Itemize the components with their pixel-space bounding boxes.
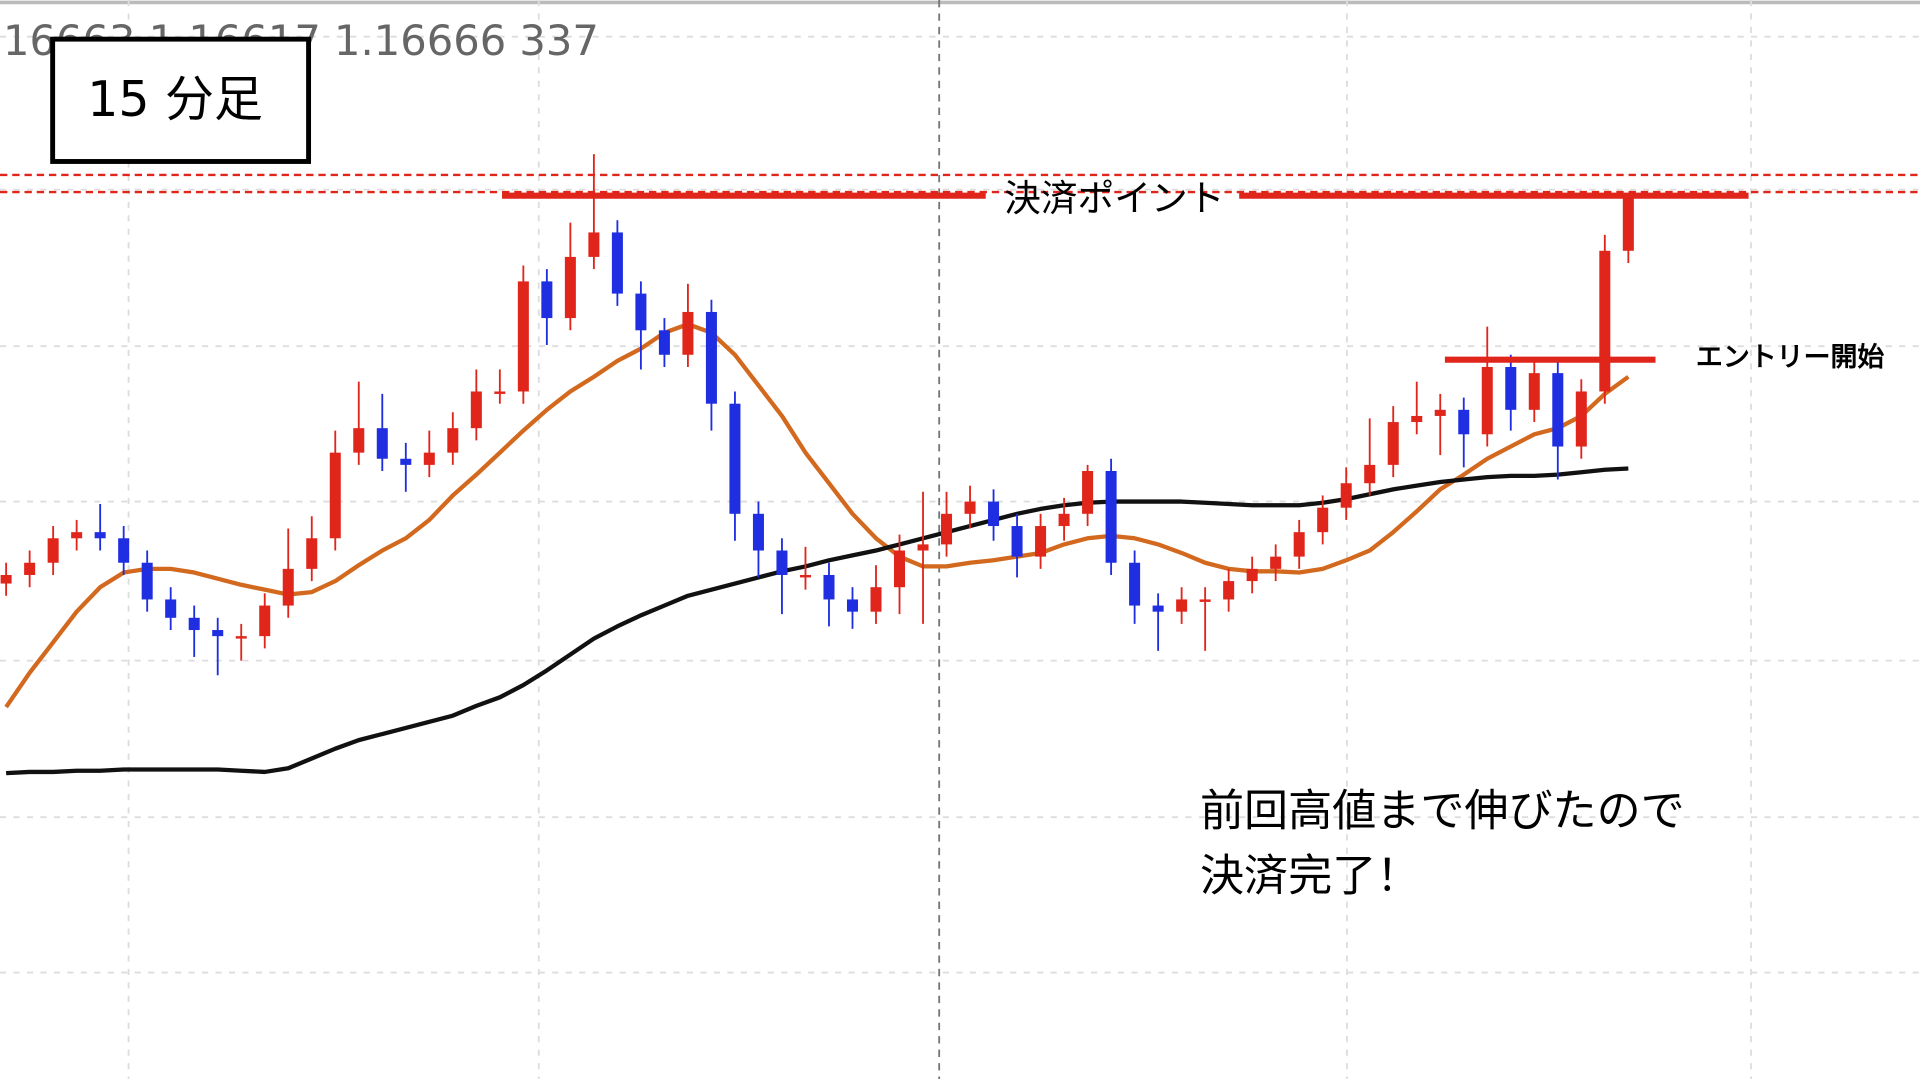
candle-body bbox=[188, 617, 200, 631]
candle-body bbox=[118, 538, 130, 563]
candle-body bbox=[1575, 391, 1587, 447]
candle-body bbox=[47, 538, 59, 563]
candle-body bbox=[1035, 526, 1047, 557]
grid bbox=[0, 35, 1920, 974]
candle-body bbox=[752, 513, 764, 551]
candle-body bbox=[1364, 464, 1376, 484]
candle-body bbox=[1317, 507, 1329, 533]
candle-body bbox=[1599, 250, 1611, 392]
candle-body bbox=[1082, 470, 1094, 514]
candle-body bbox=[894, 550, 906, 588]
moving-average bbox=[4, 322, 1630, 709]
exit-label: 決済ポイント bbox=[1004, 177, 1224, 220]
candle-body bbox=[470, 391, 482, 429]
candle-body bbox=[941, 513, 953, 545]
candle-body bbox=[447, 428, 459, 453]
candle-body bbox=[1246, 568, 1258, 582]
candle-body bbox=[517, 281, 529, 392]
candle-body bbox=[564, 256, 576, 319]
candle-body bbox=[376, 428, 388, 459]
candle-body bbox=[494, 391, 506, 394]
candle-body bbox=[1270, 556, 1282, 569]
candle-body bbox=[1458, 409, 1470, 435]
candle-body bbox=[282, 568, 294, 606]
candle-body bbox=[964, 501, 976, 514]
candle-body bbox=[870, 587, 882, 612]
candle-body bbox=[165, 599, 177, 618]
candle-body bbox=[141, 562, 153, 600]
candle-body bbox=[635, 293, 647, 331]
candle-body bbox=[799, 574, 811, 578]
candle-body bbox=[329, 452, 341, 539]
candle-body bbox=[541, 281, 553, 319]
candle-body bbox=[1481, 367, 1493, 435]
candle-body bbox=[400, 458, 412, 465]
candle-body bbox=[1293, 532, 1305, 557]
timeframe-label: 15 分足 bbox=[87, 71, 263, 128]
candle-body bbox=[1387, 422, 1399, 465]
candle-body bbox=[1129, 562, 1141, 606]
candle-body bbox=[1199, 599, 1211, 602]
candle-body bbox=[306, 538, 318, 569]
timeframe-box bbox=[50, 36, 312, 164]
candle-body bbox=[917, 544, 929, 551]
candle-body bbox=[1340, 483, 1352, 508]
candle-body bbox=[846, 599, 858, 612]
candle-body bbox=[71, 532, 83, 539]
candle-body bbox=[1552, 373, 1564, 447]
note-line: 決済完了！ bbox=[1200, 850, 1420, 901]
candle-body bbox=[212, 630, 224, 637]
candle-body bbox=[611, 232, 623, 294]
candle-body bbox=[1105, 470, 1117, 563]
candle-body bbox=[658, 330, 670, 355]
candle-body bbox=[1622, 195, 1634, 251]
candle-body bbox=[1411, 415, 1423, 423]
plot bbox=[0, 154, 1920, 776]
candle-body bbox=[705, 311, 717, 404]
candle-body bbox=[682, 311, 694, 355]
moving-average bbox=[6, 466, 1629, 776]
candle-body bbox=[1176, 599, 1188, 612]
entry-label: エントリー開始 bbox=[1696, 341, 1885, 373]
candle-body bbox=[1011, 526, 1023, 557]
candle-body bbox=[353, 428, 365, 453]
candle-body bbox=[94, 532, 106, 539]
candle-body bbox=[24, 562, 36, 575]
candle-body bbox=[235, 636, 247, 639]
candle-body bbox=[988, 501, 1000, 527]
candle-body bbox=[776, 550, 788, 575]
candle-body bbox=[823, 574, 835, 600]
candle-body bbox=[1223, 581, 1235, 600]
candle-body bbox=[729, 403, 741, 514]
candle-body bbox=[1058, 513, 1070, 527]
candle-body bbox=[423, 452, 435, 465]
candle-body bbox=[259, 605, 271, 637]
candle-body bbox=[588, 232, 600, 257]
candle-body bbox=[1505, 367, 1517, 410]
note-line: 前回高値まで伸びたので bbox=[1200, 786, 1685, 837]
candle-body bbox=[1528, 373, 1540, 410]
candle-body bbox=[0, 574, 12, 584]
candle-body bbox=[1152, 605, 1164, 612]
candle-body bbox=[1434, 409, 1446, 416]
